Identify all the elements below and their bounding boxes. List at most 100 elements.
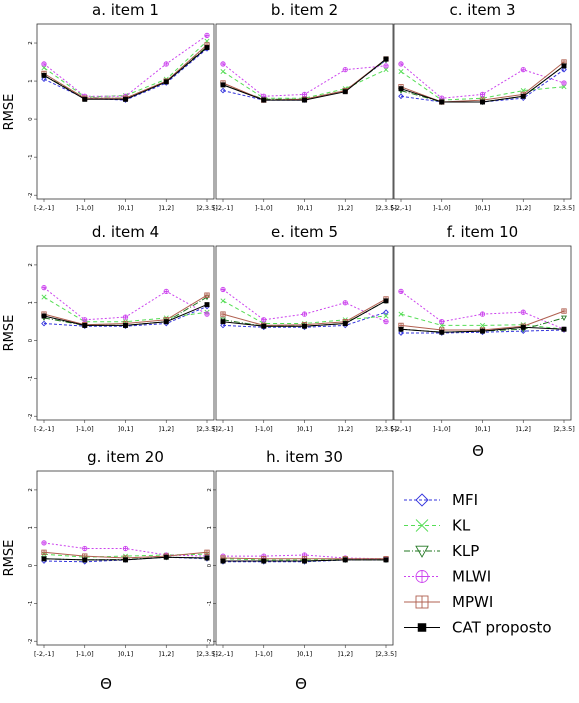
y-tick-label: 0 bbox=[28, 338, 34, 342]
data-point bbox=[561, 80, 567, 86]
x-tick-label: ]0,1] bbox=[118, 425, 133, 433]
data-point-cross bbox=[204, 33, 210, 38]
panel-e-item-5: e. item 5 [-2,-1]]-1,0]]0,1]]1,2]]2,3.5] bbox=[213, 223, 397, 433]
data-point bbox=[383, 63, 389, 69]
series-cat-proposto bbox=[220, 557, 389, 564]
x-axis-label: Θ bbox=[100, 675, 112, 693]
legend-marker bbox=[415, 595, 429, 609]
data-point bbox=[41, 284, 47, 291]
x-tick-label: ]1,2] bbox=[516, 425, 531, 433]
y-tick-label: 2 bbox=[28, 263, 34, 267]
data-point bbox=[41, 61, 47, 67]
series-cat-proposto bbox=[220, 56, 389, 103]
x-tick-label: ]0,1] bbox=[475, 425, 490, 433]
y-tick-label: 1 bbox=[28, 79, 34, 83]
legend-marker bbox=[415, 519, 429, 532]
panel-title: c. item 3 bbox=[450, 1, 516, 19]
legend-label: MFI bbox=[452, 491, 478, 509]
data-point bbox=[561, 84, 567, 90]
data-point bbox=[122, 314, 129, 320]
plot-frame bbox=[393, 23, 572, 200]
data-point-cross bbox=[123, 546, 128, 551]
data-point bbox=[342, 89, 348, 95]
legend-marker bbox=[415, 545, 429, 558]
series-cat-proposto bbox=[398, 324, 567, 335]
legend: MFI KL KLP MLWI MPWI CAT proposto bbox=[404, 491, 552, 637]
data-point bbox=[520, 93, 526, 99]
x-tick-label: ]-1,0] bbox=[255, 425, 273, 433]
data-point bbox=[398, 330, 404, 336]
data-point-cross bbox=[82, 317, 87, 322]
data-point bbox=[479, 322, 486, 328]
x-tick-label: ]-1,0] bbox=[76, 425, 94, 433]
data-point-cross bbox=[204, 311, 210, 317]
data-point bbox=[163, 79, 169, 85]
data-point-cross bbox=[439, 319, 444, 324]
data-point bbox=[301, 311, 308, 317]
y-tick-label: 1 bbox=[28, 301, 34, 305]
legend-label: MPWI bbox=[452, 593, 493, 611]
series-mlwi bbox=[41, 284, 210, 323]
legend-marker bbox=[415, 493, 429, 507]
data-point bbox=[398, 61, 404, 67]
series-mlwi bbox=[220, 61, 389, 99]
legend-entry-kl: KL bbox=[404, 517, 471, 535]
data-point-cross bbox=[343, 300, 348, 305]
data-point bbox=[220, 298, 226, 304]
axis-labels-layer: RMSE RMSE RMSE Θ Θ Θ bbox=[2, 94, 484, 693]
data-point bbox=[41, 320, 47, 327]
x-tick-label: ]0,1] bbox=[118, 204, 133, 212]
data-point bbox=[123, 557, 128, 563]
x-tick-label: ]2,3.5] bbox=[375, 650, 397, 658]
panel-title: a. item 1 bbox=[92, 1, 159, 19]
data-point bbox=[439, 319, 445, 325]
data-point-cross bbox=[41, 285, 47, 290]
x-tick-label: ]0,1] bbox=[297, 425, 312, 433]
data-point bbox=[383, 56, 389, 62]
data-point-cross bbox=[302, 311, 307, 317]
data-point bbox=[480, 99, 485, 105]
legend-entry-mlwi: MLWI bbox=[404, 568, 491, 586]
data-point bbox=[383, 313, 389, 319]
data-point-cross bbox=[123, 314, 128, 320]
panel-title: h. item 30 bbox=[266, 448, 343, 466]
legend-label: CAT proposto bbox=[452, 619, 552, 637]
data-point bbox=[41, 65, 47, 71]
x-tick-label: ]1,2] bbox=[159, 204, 174, 212]
x-tick-label: ]1,2] bbox=[338, 204, 353, 212]
x-tick-label: ]-1,0] bbox=[433, 425, 451, 433]
x-tick-label: [-2,-1] bbox=[213, 650, 233, 658]
legend-entry-mfi: MFI bbox=[404, 491, 478, 509]
data-point-cross bbox=[302, 92, 307, 97]
panel-title: e. item 5 bbox=[271, 223, 338, 241]
data-point bbox=[301, 91, 308, 98]
data-point bbox=[220, 87, 226, 94]
data-point bbox=[82, 545, 88, 552]
legend-label: MLWI bbox=[452, 568, 491, 586]
legend-marker bbox=[415, 570, 429, 583]
y-tick-label: 1 bbox=[207, 526, 213, 530]
y-tick-label: -1 bbox=[28, 376, 34, 381]
data-point-cross bbox=[41, 540, 47, 546]
data-point bbox=[41, 72, 47, 78]
y-tick-label: 2 bbox=[28, 488, 34, 492]
data-point bbox=[220, 61, 226, 67]
data-point bbox=[204, 45, 210, 51]
legend-marker bbox=[417, 623, 427, 632]
y-tick-label: 2 bbox=[28, 41, 34, 45]
x-tick-label: ]-1,0] bbox=[76, 204, 94, 212]
data-point bbox=[561, 308, 567, 314]
data-point bbox=[41, 540, 47, 546]
data-point bbox=[41, 313, 47, 319]
data-point bbox=[82, 322, 88, 328]
data-point bbox=[383, 309, 389, 316]
x-tick-label: ]-1,0] bbox=[255, 204, 273, 212]
x-tick-label: ]2,3.5] bbox=[196, 425, 218, 433]
x-tick-label: ]2,3.5] bbox=[553, 425, 575, 433]
y-tick-label: 0 bbox=[207, 563, 213, 567]
x-tick-label: ]-1,0] bbox=[76, 650, 94, 658]
data-point bbox=[163, 288, 169, 295]
data-point bbox=[398, 69, 404, 75]
data-point bbox=[261, 558, 267, 564]
